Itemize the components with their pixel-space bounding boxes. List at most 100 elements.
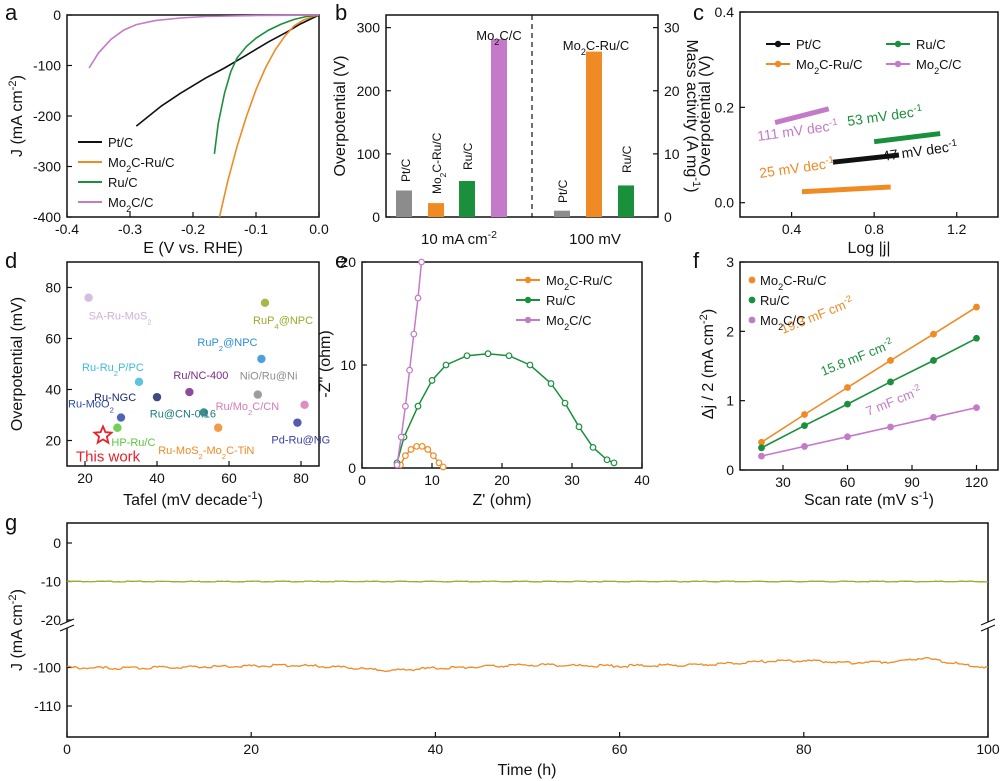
g-xtick-label: 100	[976, 741, 1000, 757]
c-legend-item: Mo2C-Ru/C	[796, 57, 862, 76]
e-point	[610, 459, 618, 467]
f-legend-item: Mo2C-Ru/C	[760, 273, 826, 292]
d-point	[113, 423, 122, 432]
g-axis-break	[980, 624, 996, 632]
d-point	[214, 423, 223, 432]
f-point	[844, 400, 851, 408]
f-point	[887, 378, 894, 386]
c-frame	[739, 11, 999, 218]
a-ytick-label: -400	[33, 209, 61, 225]
d-point-label: Ru-MoO2	[68, 399, 114, 415]
g-axis-break	[59, 618, 75, 626]
e-point	[393, 461, 401, 469]
panel-letter-g: g	[5, 510, 17, 535]
b-frame	[385, 14, 659, 218]
a-xlabel: E (V vs. RHE)	[143, 240, 243, 257]
d-point-label: SA-Ru-MoS2	[89, 311, 152, 327]
g-ytick-label: -20	[41, 612, 61, 628]
g-axis-break-mask	[982, 622, 994, 628]
e-xtick-label: 20	[494, 472, 510, 488]
f-slope-label: 15.8 mF cm-2	[818, 335, 895, 379]
d-point	[260, 298, 270, 307]
e-point	[435, 459, 443, 467]
d-point	[300, 400, 309, 409]
d-frame	[66, 261, 320, 467]
e-point	[526, 361, 534, 369]
f-ytick-label: 0	[726, 462, 734, 478]
f-point	[887, 357, 894, 364]
d-xtick-label: 40	[149, 470, 165, 486]
d-xtick-label: 60	[221, 470, 237, 486]
b-bar	[459, 181, 475, 217]
g-xtick-label: 60	[612, 741, 628, 757]
a-ytick-label: -200	[33, 108, 61, 124]
g-series-1	[66, 656, 989, 673]
e-point	[406, 366, 414, 374]
c-ylabel: Overpotential (V)	[697, 56, 714, 177]
g-series-0	[66, 580, 989, 583]
panel-letter-e: e	[335, 248, 347, 273]
b-xgroup-label: 10 mA cm-2	[421, 229, 497, 248]
e-ytick-label: 10	[340, 357, 356, 373]
f-ytick-label: 1	[726, 393, 734, 409]
f-ytick-label: 2	[726, 323, 734, 339]
b2-ytick-label: 20	[664, 83, 680, 99]
b-ytick-label: 300	[357, 20, 381, 36]
d-ytick-label: 20	[45, 433, 61, 449]
e-point	[402, 402, 409, 410]
a-series-1	[218, 14, 320, 218]
panel-letter-f: f	[693, 248, 700, 273]
d-point-label: Ru-NGC	[94, 392, 136, 404]
e-point	[442, 361, 450, 369]
f-legend-item: Mo2C/C	[760, 313, 806, 332]
d-point-label: Ru/Mo2C/CN	[216, 401, 280, 417]
a-legend-item: Mo2C/C	[108, 195, 154, 214]
g-axis-break-mask	[61, 622, 73, 628]
f-point	[930, 357, 937, 364]
e-point	[428, 377, 436, 384]
a-xtick-label: 0.0	[309, 221, 329, 237]
a-xtick-label: -0.4	[55, 221, 79, 237]
d-point	[152, 392, 162, 402]
a-ytick-label: -300	[33, 159, 61, 175]
f-point	[801, 411, 808, 418]
a-series-2	[213, 14, 320, 154]
b-bar	[396, 190, 412, 217]
f-slope-label: 7 mF cm-2	[863, 382, 923, 419]
d-point-label: Ru@CN-0.16	[150, 408, 216, 420]
d-point	[84, 293, 93, 302]
f-xtick-label: 60	[840, 474, 856, 490]
f-ytick-label: 3	[726, 254, 734, 270]
b-bar-label: Pt/C	[556, 179, 570, 203]
c-xlabel: Log |j|	[847, 240, 890, 257]
b-bar	[586, 51, 602, 217]
f-point	[973, 303, 980, 311]
e-point	[414, 402, 422, 410]
d-xtick-label: 20	[77, 470, 93, 486]
c-slope-label: 111 mV dec-1	[756, 116, 839, 144]
e-ytick-label: 20	[340, 254, 356, 270]
d-point	[116, 413, 126, 422]
c-ytick-label: 0.2	[715, 99, 735, 115]
d-point-label: Ru-Ru2P/PC	[82, 362, 144, 378]
g-xlabel: Time (h)	[498, 762, 557, 779]
f-point	[844, 384, 851, 391]
e-point	[575, 423, 583, 431]
e-xlabel: Z' (ohm)	[472, 492, 531, 509]
g-ytick-label: -110	[34, 698, 61, 714]
f-series-0	[761, 306, 977, 443]
d-point-label: NiO/Ru@Ni	[240, 371, 298, 383]
d-point	[257, 354, 266, 364]
b-bar-label: Mo2C-Ru/C	[563, 38, 629, 57]
b-bar-label: Mo2C/C	[476, 28, 522, 47]
a-xtick-label: -0.1	[244, 221, 268, 237]
c-legend-item-marker	[774, 60, 782, 68]
e-point	[430, 452, 437, 460]
c-slope-label: 53 mV dec-1	[846, 102, 923, 129]
g-axis-break	[980, 618, 996, 626]
c-series-1	[801, 184, 891, 195]
e-ytick-label: 0	[348, 460, 356, 476]
g-ytick-label: -100	[33, 660, 61, 676]
e-series-1	[396, 352, 615, 464]
